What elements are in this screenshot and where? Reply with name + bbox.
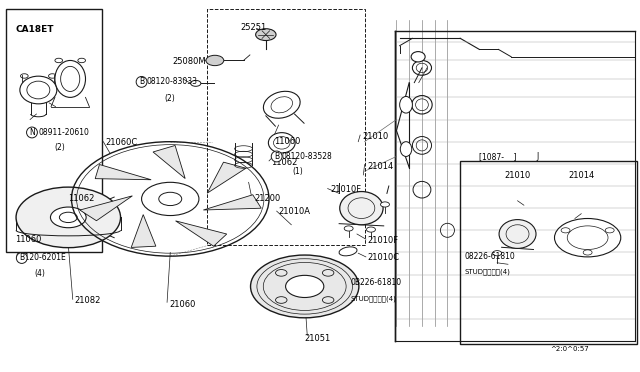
Text: 21010C: 21010C [368,253,400,263]
Text: 21082: 21082 [75,296,101,305]
Circle shape [554,218,621,257]
Text: 21200: 21200 [254,195,280,203]
Polygon shape [175,221,227,246]
Text: J: J [537,152,539,161]
Text: B: B [274,152,279,161]
Circle shape [285,275,324,298]
Ellipse shape [411,52,425,62]
Circle shape [191,80,201,86]
Text: B: B [19,253,24,263]
Text: 21014: 21014 [367,162,394,171]
Text: 21010F: 21010F [330,185,362,194]
Circle shape [381,202,390,207]
Polygon shape [204,195,261,210]
Text: 21051: 21051 [305,334,331,343]
Circle shape [255,29,276,41]
Polygon shape [95,164,151,180]
Polygon shape [131,215,156,247]
Text: 08120-6201E: 08120-6201E [15,253,66,263]
Text: 11062: 11062 [68,195,95,203]
Circle shape [493,251,502,256]
Text: 11060: 11060 [274,137,301,146]
Text: ^2:0^0:57: ^2:0^0:57 [550,346,589,352]
Text: [1087-    ]: [1087- ] [479,152,517,161]
Text: 25251: 25251 [241,23,267,32]
Text: 08226-61810: 08226-61810 [464,251,515,261]
Text: 11060: 11060 [15,235,42,244]
Bar [460,161,637,344]
Circle shape [250,255,359,318]
Text: (2): (2) [54,144,65,153]
Circle shape [51,207,86,228]
Ellipse shape [499,219,536,248]
Ellipse shape [340,192,383,225]
Circle shape [344,226,353,231]
Text: STUDスタッド(4): STUDスタッド(4) [464,268,510,275]
Text: 21010: 21010 [363,132,389,141]
Text: STUDスタッド(4): STUDスタッド(4) [351,295,396,302]
Text: CA18ET: CA18ET [15,25,54,33]
Text: 11062: 11062 [271,158,298,167]
Text: (2): (2) [164,94,175,103]
Text: 25080M: 25080M [172,57,206,66]
Ellipse shape [20,76,57,104]
Text: 0B226-61810: 0B226-61810 [351,278,402,287]
Text: 21060: 21060 [169,300,195,310]
Ellipse shape [339,247,357,256]
Polygon shape [80,196,132,221]
Text: N: N [29,128,35,137]
Polygon shape [153,145,185,179]
Bar [207,9,365,245]
Bar [6,9,102,253]
Text: 21010: 21010 [505,171,531,180]
Text: 21060C: 21060C [105,138,138,147]
Ellipse shape [268,133,295,153]
Text: B: B [139,77,144,86]
Ellipse shape [55,61,86,97]
Text: (1): (1) [292,167,303,176]
Text: 21014: 21014 [568,171,595,180]
Circle shape [16,187,120,248]
Text: (4): (4) [35,269,45,278]
Ellipse shape [400,142,412,157]
Circle shape [367,227,376,232]
Text: 08120-83033: 08120-83033 [147,77,198,86]
Text: 08120-83528: 08120-83528 [282,152,333,161]
Ellipse shape [399,96,412,113]
Polygon shape [207,162,246,193]
Text: 21010F: 21010F [368,236,399,245]
Circle shape [206,55,224,65]
Circle shape [141,182,199,215]
Ellipse shape [264,91,300,118]
Text: 08911-20610: 08911-20610 [38,128,89,137]
Text: 21010A: 21010A [278,207,310,217]
